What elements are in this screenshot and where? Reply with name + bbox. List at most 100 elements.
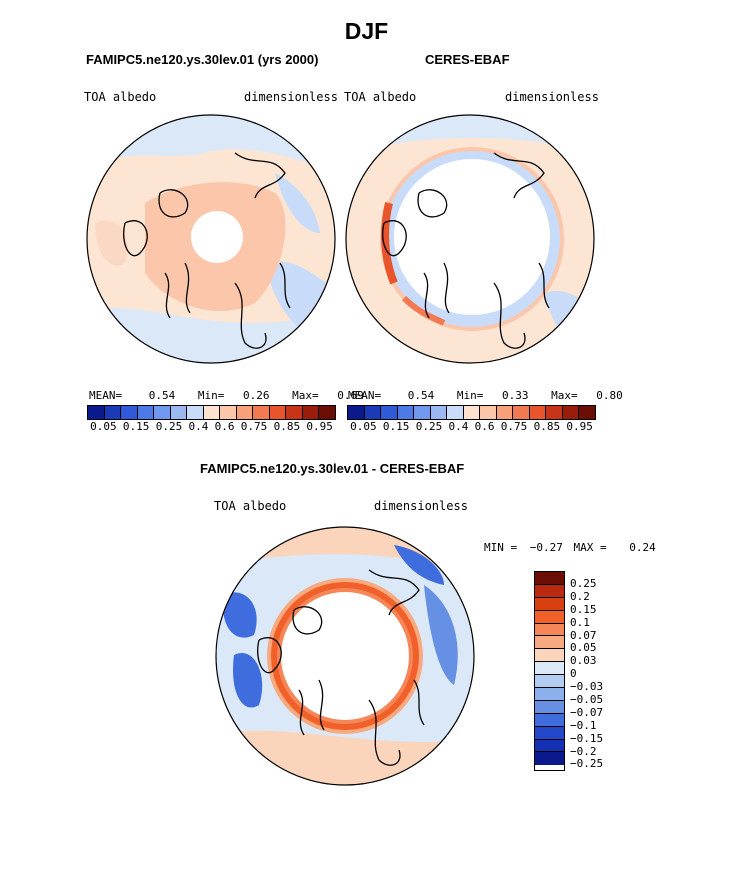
diff-max-value: 0.24 bbox=[629, 541, 656, 554]
colorbar-tick-label: 0.15 bbox=[382, 420, 410, 433]
colorbar-swatch bbox=[154, 406, 171, 419]
colorbar-tick-label: 0.05 bbox=[350, 420, 377, 433]
colorbar-swatch bbox=[319, 406, 335, 419]
diff-min-label: MIN = bbox=[484, 541, 518, 554]
diff-max-label: MAX = bbox=[573, 541, 607, 554]
obs-units-label: dimensionless bbox=[505, 90, 599, 104]
figure-title: DJF bbox=[344, 18, 389, 44]
colorbar-swatch bbox=[546, 406, 563, 419]
colorbar-swatch bbox=[562, 406, 580, 419]
model-max-label: Max= bbox=[292, 389, 319, 402]
colorbar-tick-label: −0.2 bbox=[570, 744, 597, 758]
colorbar-swatch bbox=[364, 406, 382, 419]
obs-colorbar-ticks: 0.05 0.15 0.25 0.4 0.6 0.75 0.85 0.95 bbox=[347, 420, 596, 433]
colorbar-swatch bbox=[236, 406, 254, 419]
model-mean-label: MEAN= bbox=[89, 389, 123, 402]
colorbar-tick-label: 0.75 bbox=[500, 420, 528, 433]
colorbar-swatch bbox=[535, 688, 564, 701]
colorbar-tick-label: −0.07 bbox=[570, 705, 604, 719]
colorbar-swatch bbox=[535, 623, 564, 637]
colorbar-swatch bbox=[348, 406, 365, 419]
diff-polar-map bbox=[215, 526, 475, 786]
colorbar-swatch bbox=[535, 752, 564, 766]
colorbar-swatch bbox=[535, 713, 564, 727]
colorbar-swatch bbox=[579, 406, 595, 419]
colorbar-swatch bbox=[535, 726, 564, 740]
colorbar-swatch bbox=[535, 584, 564, 598]
colorbar-swatch bbox=[104, 406, 122, 419]
colorbar-swatch bbox=[535, 662, 564, 676]
model-colorbar-ticks: 0.05 0.15 0.25 0.4 0.6 0.75 0.85 0.95 bbox=[87, 420, 336, 433]
obs-max-value: 0.80 bbox=[596, 389, 623, 402]
colorbar-swatch bbox=[269, 406, 287, 419]
colorbar-tick-label: 0.75 bbox=[240, 420, 268, 433]
colorbar-swatch bbox=[430, 406, 448, 419]
obs-max-label: Max= bbox=[551, 389, 578, 402]
model-mean-value: 0.54 bbox=[148, 389, 176, 402]
colorbar-tick-label: 0.15 bbox=[570, 602, 597, 616]
model-colorbar bbox=[87, 405, 336, 420]
colorbar-tick-label: 0.25 bbox=[570, 577, 597, 590]
colorbar-swatch bbox=[529, 406, 547, 419]
model-panel-title: FAMIPC5.ne120.ys.30lev.01 (yrs 2000) bbox=[86, 52, 319, 67]
colorbar-swatch bbox=[121, 406, 138, 419]
obs-field-label: TOA albedo bbox=[344, 90, 417, 104]
colorbar-tick-label: 0.1 bbox=[570, 615, 590, 629]
colorbar-tick-label: 0 bbox=[570, 667, 577, 681]
colorbar-swatch bbox=[480, 406, 497, 419]
colorbar-swatch bbox=[513, 406, 530, 419]
diff-field-label: TOA albedo bbox=[214, 499, 287, 513]
obs-mean-label: MEAN= bbox=[348, 389, 382, 402]
diff-colorbar-labels: 0.25 0.2 0.15 0.1 0.07 0.05 0.03 0 −0.03 −0.05 −0.… bbox=[570, 577, 604, 771]
colorbar-swatch bbox=[170, 406, 188, 419]
obs-colorbar bbox=[347, 405, 596, 420]
colorbar-tick-label: −0.03 bbox=[570, 680, 604, 694]
diff-min-value: −0.27 bbox=[529, 541, 563, 554]
colorbar-tick-label: −0.15 bbox=[570, 731, 604, 745]
model-field-label: TOA albedo bbox=[84, 90, 157, 104]
colorbar-tick-label: 0.07 bbox=[570, 628, 597, 642]
colorbar-swatch bbox=[535, 739, 564, 753]
colorbar-tick-label: 0.85 bbox=[533, 420, 561, 433]
colorbar-swatch bbox=[187, 406, 204, 419]
colorbar-tick-label: 0.15 bbox=[122, 420, 150, 433]
colorbar-swatch bbox=[203, 406, 221, 419]
obs-panel-title: CERES-EBAF bbox=[425, 52, 510, 67]
colorbar-tick-label: 0.85 bbox=[273, 420, 301, 433]
colorbar-tick-label: −0.1 bbox=[570, 718, 597, 732]
diff-colorbar bbox=[534, 571, 565, 772]
colorbar-swatch bbox=[535, 597, 564, 611]
colorbar-swatch bbox=[381, 406, 398, 419]
model-units-label: dimensionless bbox=[244, 90, 338, 104]
colorbar-tick-label: 0.25 bbox=[155, 420, 183, 433]
colorbar-swatch bbox=[88, 406, 105, 419]
colorbar-swatch bbox=[447, 406, 464, 419]
obs-min-label: Min= bbox=[456, 389, 484, 402]
colorbar-tick-label: 0.25 bbox=[415, 420, 443, 433]
obs-min-value: 0.33 bbox=[502, 389, 529, 402]
colorbar-swatch bbox=[253, 406, 270, 419]
colorbar-swatch bbox=[535, 675, 564, 689]
colorbar-tick-label: 0.4 bbox=[448, 420, 469, 433]
colorbar-swatch bbox=[286, 406, 303, 419]
colorbar-tick-label: 0.95 bbox=[306, 420, 333, 433]
obs-mean-value: 0.54 bbox=[407, 389, 435, 402]
obs-polar-map bbox=[345, 114, 595, 364]
model-max-value: 0.69 bbox=[337, 389, 364, 402]
colorbar-swatch bbox=[535, 572, 564, 585]
colorbar-swatch bbox=[463, 406, 481, 419]
colorbar-tick-label: 0.6 bbox=[214, 420, 235, 433]
colorbar-swatch bbox=[535, 610, 564, 624]
colorbar-tick-label: 0.05 bbox=[90, 420, 117, 433]
colorbar-tick-label: 0.6 bbox=[474, 420, 495, 433]
colorbar-swatch bbox=[137, 406, 155, 419]
colorbar-tick-label: 0.05 bbox=[570, 641, 597, 655]
model-min-label: Min= bbox=[197, 389, 225, 402]
colorbar-swatch bbox=[535, 649, 564, 663]
colorbar-tick-label: −0.05 bbox=[570, 693, 604, 707]
diff-units-label: dimensionless bbox=[374, 499, 468, 513]
colorbar-swatch bbox=[302, 406, 320, 419]
colorbar-swatch bbox=[535, 700, 564, 714]
colorbar-tick-label: 0.03 bbox=[570, 654, 597, 668]
colorbar-swatch bbox=[220, 406, 237, 419]
